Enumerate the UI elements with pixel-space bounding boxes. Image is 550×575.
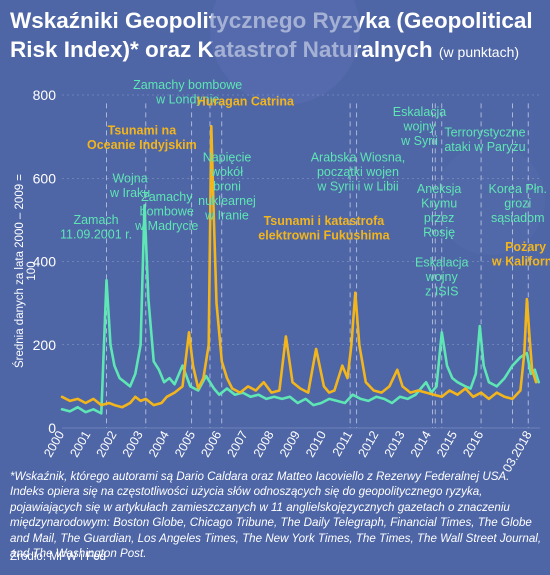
annotation-line: wojny — [403, 119, 437, 133]
event-annotation: Wojna w Iraku — [109, 171, 150, 200]
x-tick-label: 2007 — [225, 428, 251, 459]
series-line-geopolitical — [60, 204, 540, 415]
annotation-line: wokół — [210, 165, 243, 179]
annotation-line: nuklearnej — [198, 194, 256, 208]
x-tick-label: 2014 — [408, 428, 434, 459]
y-tick-label: 600 — [33, 170, 57, 186]
event-annotation: Tsunami i katastrofa elektrowni Fukushima — [258, 214, 390, 243]
annotation-line: początki wojen — [317, 165, 399, 179]
annotation-line: w Syrii — [400, 134, 438, 148]
event-annotation: Eskalacja wojny z ISIS — [415, 255, 469, 298]
annotation-line: Zamachy bombowe — [133, 78, 242, 92]
annotation-line: w Madrycie — [134, 219, 198, 233]
event-annotation: Tsunami na Oceanie Indyjskim — [87, 124, 197, 153]
event-annotation: Huragan Catrina — [197, 94, 295, 108]
annotation-line: bombowe — [140, 205, 194, 219]
annotation-line: Zamach — [73, 213, 118, 227]
x-tick-label: 2000 — [41, 428, 67, 459]
annotation-line: Zamachy — [141, 190, 193, 204]
x-tick-label: 2013 — [382, 428, 408, 459]
annotation-line: w Syrii i w Libii — [316, 180, 398, 194]
annotation-line: Aneksja — [417, 182, 462, 196]
decor-circle — [435, 145, 545, 255]
annotation-line: przez — [424, 211, 455, 225]
x-tick-label: 2003 — [120, 428, 146, 459]
annotation-line: Eskalacja — [393, 105, 447, 119]
x-tick-label: 2005 — [172, 428, 198, 459]
x-tick-label: 2009 — [277, 428, 303, 459]
y-tick-label: 800 — [33, 87, 57, 103]
annotation-line: w Kalifornii — [491, 255, 550, 269]
event-annotation: Zamachy bombowe w Londynie — [133, 78, 242, 107]
x-tick-label: 2002 — [94, 428, 120, 459]
annotation-line: Korea Płn. — [489, 182, 547, 196]
annotation-line: wojny — [425, 270, 459, 284]
event-annotation: Zamach 11.09.2001 r. — [60, 213, 132, 242]
x-tick-label: 2012 — [355, 428, 381, 459]
annotation-line: z ISIS — [425, 284, 458, 298]
x-tick-label: 2011 — [330, 428, 356, 458]
title-sub: (w punktach) — [438, 44, 520, 60]
x-tick-label: 2006 — [198, 428, 224, 459]
y-axis-label: Średnia danych za lata 2000 – 2009 = 100 — [14, 173, 38, 369]
annotation-line: Arabska Wiosna, — [311, 151, 405, 165]
event-annotation: Korea Płn. grozi sąsiadom — [489, 182, 547, 225]
annotation-line: Terrorystyczne — [444, 126, 525, 140]
annotation-line: w Iranie — [204, 209, 249, 223]
annotation-line: ataki w Paryżu — [444, 140, 525, 154]
annotation-line: grozi — [504, 196, 531, 210]
annotation-line: sąsiadom — [491, 211, 545, 225]
x-tick-label: 2016 — [460, 428, 486, 459]
y-tick-label: 0 — [48, 420, 56, 436]
x-tick-label: 2004 — [146, 428, 172, 459]
annotation-line: broni — [213, 180, 241, 194]
event-annotation: Eskalacja wojny w Syrii — [393, 105, 447, 148]
event-annotation: Arabska Wiosna, początki wojen w Syrii i w… — [311, 151, 405, 194]
annotation-line: elektrowni Fukushima — [258, 228, 390, 242]
decor-circle — [210, 0, 360, 105]
annotation-line: w Iraku — [109, 186, 150, 200]
y-tick-label: 400 — [33, 254, 57, 270]
annotation-line: Oceanie Indyjskim — [87, 138, 197, 152]
annotation-line: Krymu — [421, 196, 457, 210]
annotation-line: Pożary — [505, 240, 546, 254]
x-tick-label: 2015 — [434, 428, 460, 459]
annotation-line: Rosję — [423, 225, 455, 239]
annotation-line: Eskalacja — [415, 255, 469, 269]
event-annotation: Zamachy bombowe w Madrycie — [134, 190, 198, 233]
y-tick-label: 200 — [33, 337, 57, 353]
x-tick-label: 03.2018 — [500, 428, 535, 474]
x-tick-label: 2008 — [251, 428, 277, 459]
annotation-line: 11.09.2001 r. — [60, 228, 132, 242]
annotation-line: Tsunami na — [108, 124, 178, 138]
series-line-natural — [60, 124, 538, 409]
annotation-line: Tsunami i katastrofa — [264, 214, 386, 228]
event-annotation: Aneksja Krymu przez Rosję — [417, 182, 462, 240]
annotation-line: w Londynie — [155, 92, 219, 106]
x-tick-label: 2001 — [67, 428, 93, 459]
annotation-line: Huragan Catrina — [197, 94, 295, 108]
x-tick-label: 2010 — [303, 428, 329, 459]
event-annotation: Napięcie wokół broni nuklearnej w Iranie — [198, 151, 256, 223]
annotation-line: Napięcie — [203, 151, 252, 165]
event-annotation: Terrorystyczne ataki w Paryżu — [444, 126, 525, 155]
annotation-line: Wojna — [112, 171, 147, 185]
source-note: Źródło: MFW i Fed — [10, 550, 106, 563]
footnote: *Wskaźnik, którego autorami są Dario Cal… — [10, 470, 542, 561]
